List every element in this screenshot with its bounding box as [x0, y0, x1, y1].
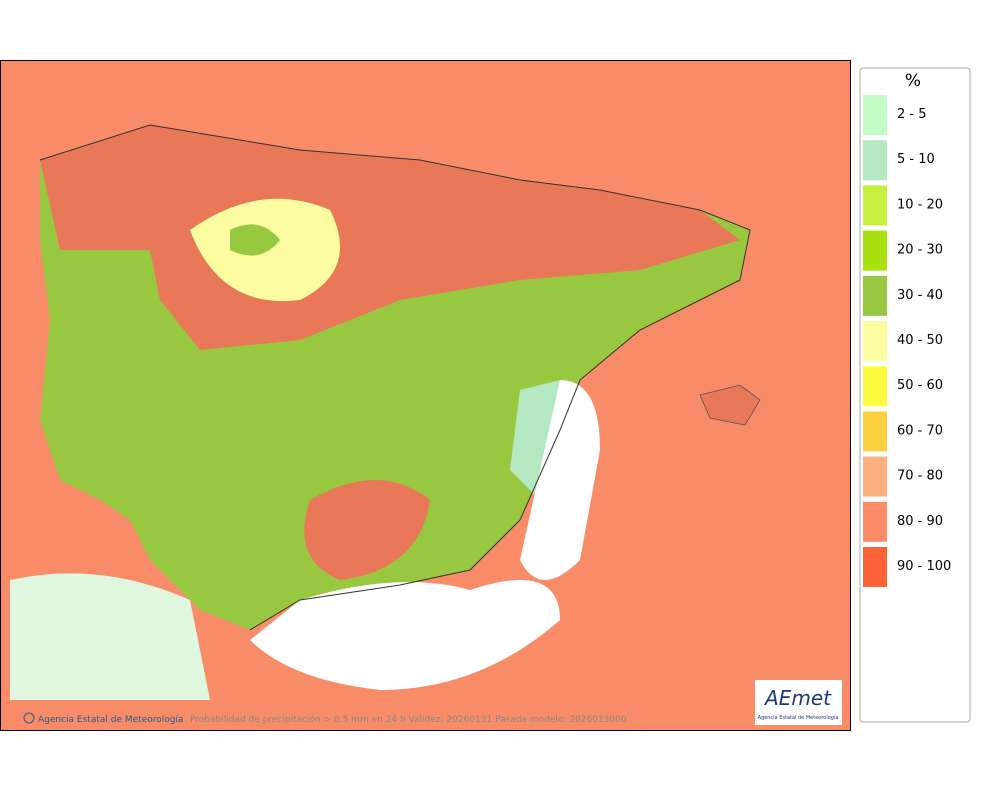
legend-label: 2 - 5: [897, 107, 927, 122]
legend-swatch: [863, 366, 887, 407]
south-zone: [304, 480, 430, 580]
legend-label: 30 - 40: [897, 288, 943, 303]
legend-swatch: [863, 547, 887, 587]
legend-label: 50 - 60: [897, 378, 943, 393]
legend-label: 10 - 20: [897, 197, 943, 212]
legend-label: 20 - 30: [897, 243, 943, 258]
credit: Agencia Estatal de Meteorología: [38, 715, 184, 725]
logo-subtitle: Agencia Estatal de Meteorología: [758, 714, 839, 721]
legend-box: [859, 67, 971, 723]
logo-box: [755, 680, 842, 725]
legend-swatch: [863, 230, 887, 271]
legend-label: 5 - 10: [897, 152, 935, 167]
coastline: [39, 124, 751, 631]
legend-title: %: [905, 71, 921, 91]
logo: AEmet: [763, 686, 832, 710]
legend-label: 90 - 100: [897, 559, 951, 574]
legend-label: 60 - 70: [897, 423, 943, 438]
atlantic-zone: [10, 573, 210, 700]
legend-label: 40 - 50: [897, 333, 943, 348]
caption: Probabilidad de precipitación > 0.5 mm e…: [190, 714, 627, 725]
legend-swatch: [863, 321, 887, 361]
legend-swatch: [863, 140, 887, 181]
legend-swatch: [863, 456, 887, 497]
map: Agencia Estatal de Meteorología Probabil…: [0, 60, 851, 731]
north-zone: [40, 125, 740, 350]
legend-swatch: [863, 185, 887, 226]
alboran: [250, 580, 560, 690]
legend-swatch: [863, 275, 887, 316]
legend-label: 80 - 90: [897, 514, 943, 529]
legend: % 2 - 5 5 - 10 10 - 20 20 - 30 30 - 40 40 - 5…: [859, 67, 971, 723]
legend-swatch: [863, 501, 887, 542]
map-frame: [0, 60, 851, 731]
coast-sea: [520, 380, 600, 580]
legend-label: 70 - 80: [897, 469, 943, 484]
island: [699, 384, 761, 426]
legend-swatch: [863, 411, 887, 452]
meseta-core: [230, 224, 280, 256]
copyright-icon: [23, 712, 35, 724]
legend-swatch: [863, 95, 887, 135]
